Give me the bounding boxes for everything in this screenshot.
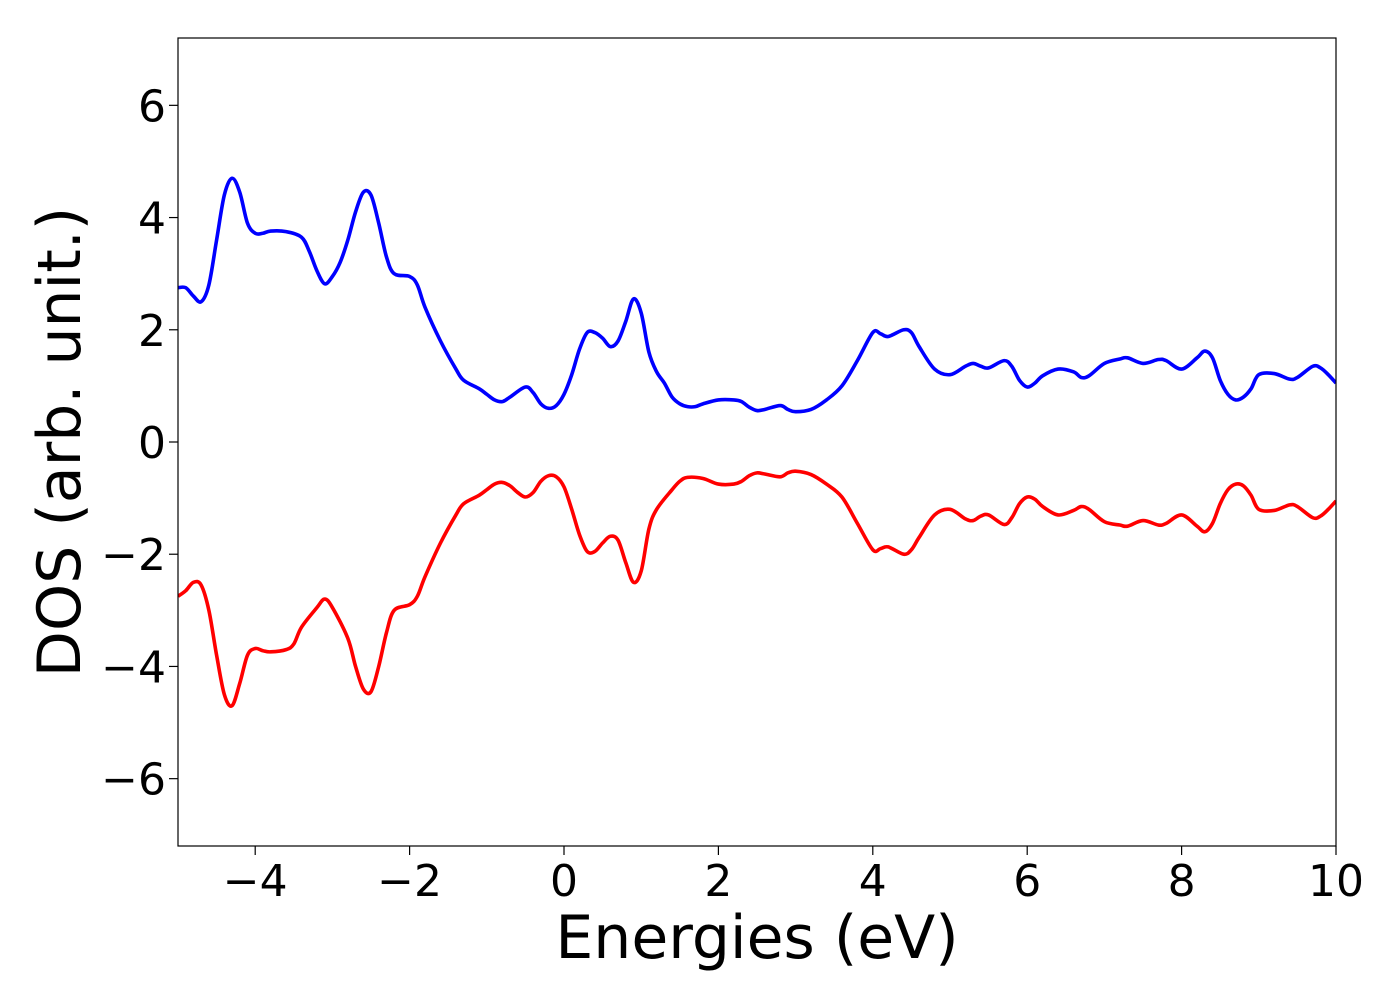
x-axis: −4 −2 0 2 4 6 8 10	[223, 846, 1364, 907]
plot-frame	[177, 37, 1337, 847]
x-tick-label: 6	[1013, 856, 1041, 907]
series-layer	[178, 176, 1336, 708]
x-tick-label: 8	[1168, 856, 1196, 907]
y-tick-label: 2	[138, 306, 166, 357]
x-tick-label: 0	[550, 856, 578, 907]
x-tick-label: −2	[377, 856, 442, 907]
y-axis: −6 −4 −2 0 2 4 6	[101, 81, 178, 806]
y-tick-label: 4	[138, 194, 166, 245]
y-tick-label: −6	[101, 755, 166, 806]
series-line-blue	[178, 176, 1336, 414]
y-axis-title: DOS (arb. unit.)	[25, 207, 95, 677]
y-tick-label: 0	[138, 418, 166, 469]
x-tick-label: −4	[223, 856, 288, 907]
x-tick-label: 4	[859, 856, 887, 907]
y-tick-label: −4	[101, 642, 166, 693]
y-tick-label: 6	[138, 81, 166, 132]
y-tick-label: −2	[101, 530, 166, 581]
x-axis-title: Energies (eV)	[555, 903, 958, 973]
x-tick-label: 2	[704, 856, 732, 907]
x-tick-label: 10	[1308, 856, 1364, 907]
series-line-red	[178, 469, 1336, 708]
